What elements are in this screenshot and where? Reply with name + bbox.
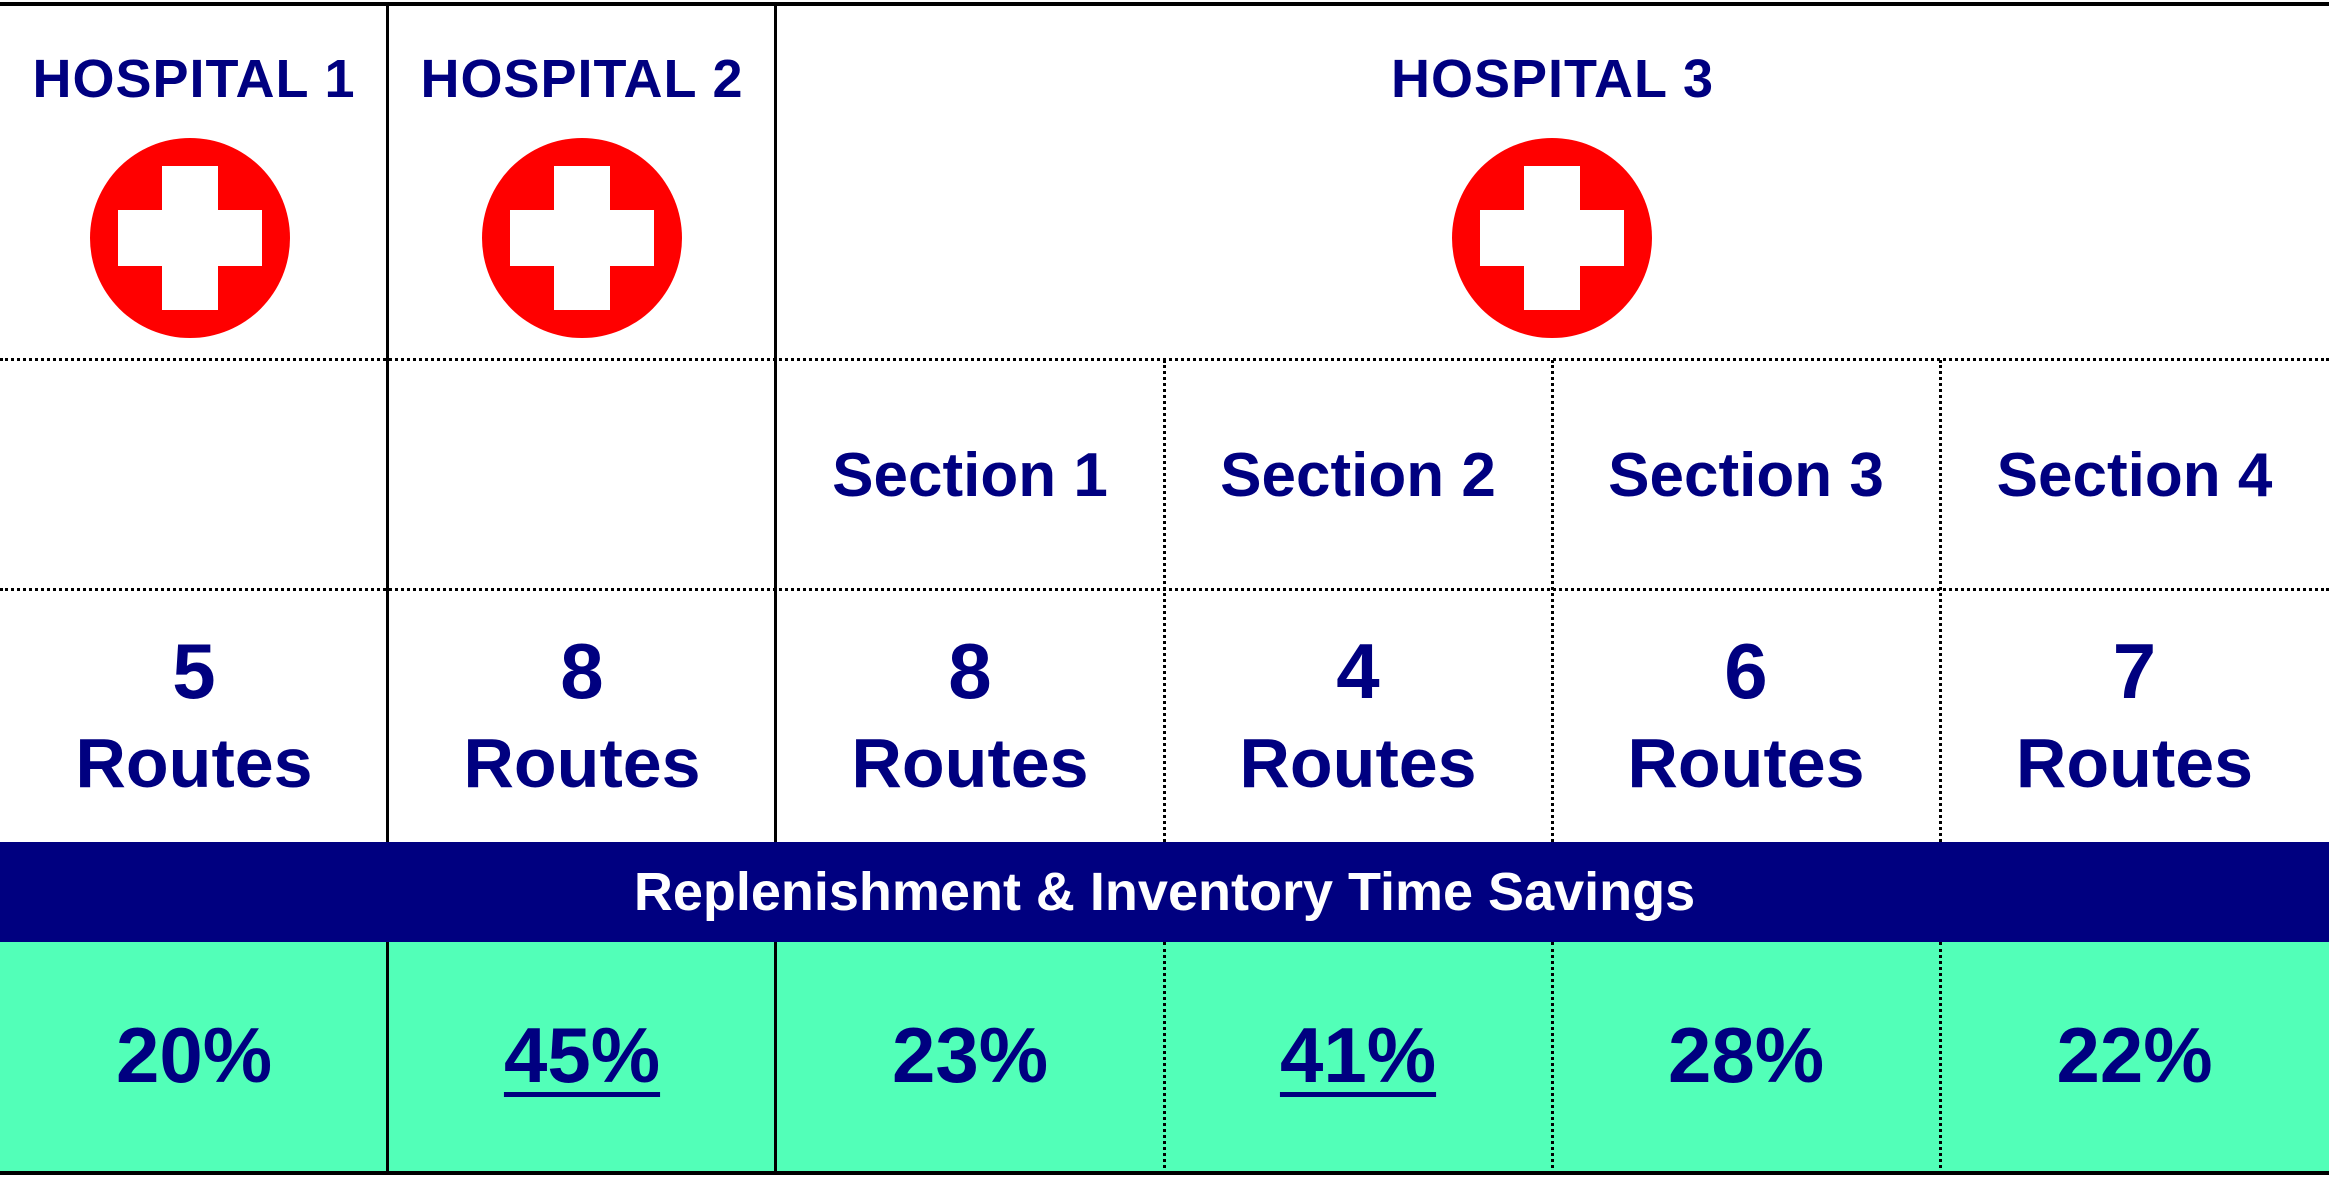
routes-count: 8 bbox=[948, 627, 992, 715]
column-divider bbox=[1163, 360, 1166, 842]
routes-label: Routes bbox=[851, 724, 1089, 802]
section-1-label: Section 1 bbox=[832, 441, 1108, 510]
routes-cell: 8 Routes bbox=[776, 632, 1164, 798]
routes-cell: 7 Routes bbox=[1940, 632, 2329, 798]
savings-value: 28% bbox=[1667, 1011, 1825, 1099]
hospital-3-title: HOSPITAL 3 bbox=[1390, 49, 1715, 109]
savings-value: 20% bbox=[115, 1011, 273, 1099]
savings-value: 41% bbox=[1279, 1011, 1437, 1099]
section-3-label: Section 3 bbox=[1608, 441, 1884, 510]
hospital-1-title: HOSPITAL 1 bbox=[32, 49, 356, 109]
hospital-2-title: HOSPITAL 2 bbox=[420, 49, 744, 109]
routes-label: Routes bbox=[2015, 724, 2254, 802]
routes-count: 8 bbox=[560, 627, 604, 715]
routes-label: Routes bbox=[463, 724, 701, 802]
savings-value: 23% bbox=[891, 1011, 1049, 1099]
column-divider bbox=[1939, 360, 1942, 842]
routes-label: Routes bbox=[1627, 724, 1865, 802]
routes-count: 5 bbox=[172, 627, 216, 715]
section-4-label: Section 4 bbox=[1996, 441, 2273, 510]
routes-label: Routes bbox=[75, 724, 313, 802]
routes-count: 6 bbox=[1724, 627, 1768, 715]
row-divider bbox=[0, 358, 2329, 361]
column-divider bbox=[1551, 360, 1554, 842]
column-divider bbox=[774, 942, 777, 1174]
routes-count: 4 bbox=[1336, 627, 1380, 715]
red-cross-icon bbox=[90, 138, 290, 338]
column-divider bbox=[386, 2, 389, 842]
red-cross-icon bbox=[482, 138, 682, 338]
red-cross-icon bbox=[1452, 138, 1652, 338]
savings-banner: Replenishment & Inventory Time Savings bbox=[0, 842, 2329, 942]
routes-cell: 6 Routes bbox=[1552, 632, 1940, 798]
column-divider bbox=[774, 2, 777, 842]
column-divider bbox=[386, 942, 389, 1174]
table-bottom-border bbox=[0, 1171, 2329, 1175]
routes-count: 7 bbox=[2112, 627, 2157, 715]
routes-cell: 4 Routes bbox=[1164, 632, 1552, 798]
savings-value: 22% bbox=[2056, 1011, 2213, 1099]
table-top-border bbox=[0, 2, 2329, 6]
column-divider bbox=[1551, 942, 1554, 1174]
routes-label: Routes bbox=[1239, 724, 1477, 802]
column-divider bbox=[1939, 942, 1942, 1174]
routes-cell: 8 Routes bbox=[388, 632, 776, 798]
column-divider bbox=[1163, 942, 1166, 1174]
savings-value: 45% bbox=[503, 1011, 661, 1099]
section-2-label: Section 2 bbox=[1220, 441, 1496, 510]
routes-cell: 5 Routes bbox=[0, 632, 388, 798]
